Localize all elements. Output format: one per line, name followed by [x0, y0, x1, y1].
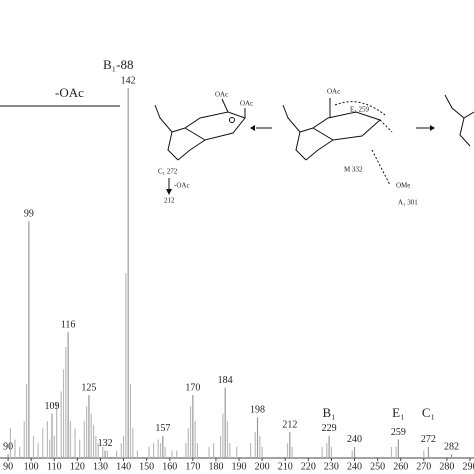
x-tick-label: 160	[162, 461, 177, 472]
scheme-label: OMe	[396, 182, 410, 190]
fragment-label: C₁	[422, 405, 435, 420]
ring-bond	[167, 131, 179, 161]
peak-label: 198	[250, 405, 265, 416]
ring-bond	[444, 94, 474, 119]
fragment-label: E₁	[392, 405, 404, 420]
arrow-head	[250, 125, 255, 131]
scheme-label: -OAc	[174, 182, 190, 190]
fragment-label: -OAc	[55, 85, 84, 100]
peak-label: 184	[218, 375, 233, 386]
x-tick-label: 210	[278, 461, 293, 472]
peak-label: 272	[421, 434, 436, 445]
x-tick-label: 280	[439, 461, 454, 472]
scheme: OAc OAc C₁ 272 -OAc 212 OAc E₁ 259 M 332…	[0, 88, 474, 207]
peak-label: 132	[98, 438, 113, 449]
ring-bond	[305, 139, 334, 161]
scheme-label: M 332	[344, 166, 363, 174]
radical	[229, 117, 235, 123]
x-tick-label: 190	[232, 461, 247, 472]
peak-label: 282	[444, 442, 459, 453]
x-tick-label: 90	[3, 461, 13, 472]
x-tick-label: 260	[393, 461, 408, 472]
peak-label: 259	[391, 427, 406, 438]
x-tick-label: 200	[255, 461, 270, 472]
peak-label: 157	[155, 423, 170, 434]
scheme-label: OAc	[215, 91, 228, 99]
scheme-label: OAc	[327, 88, 340, 96]
scheme-label: 212	[164, 197, 175, 205]
ring-bond	[312, 111, 381, 141]
ring-bond	[154, 104, 186, 133]
x-tick-label: 250	[370, 461, 385, 472]
x-tick-label: 240	[347, 461, 362, 472]
peak-label: 99	[24, 208, 34, 219]
ring-bond	[282, 104, 314, 133]
bond	[221, 98, 229, 113]
peak-label: 142	[121, 75, 136, 86]
x-tick-label: 120	[70, 461, 85, 472]
peak-label: 240	[347, 434, 362, 445]
fragment-label: B₁-88	[103, 57, 134, 72]
x-tick-label: 290	[463, 461, 474, 472]
x-tick-label: 100	[24, 461, 39, 472]
ring-bond	[177, 139, 206, 161]
peak-label: 212	[282, 419, 297, 430]
x-tick-label: 110	[47, 461, 62, 472]
peak-label: 229	[322, 423, 337, 434]
ring-bond	[295, 131, 307, 161]
arrow-head	[166, 189, 172, 195]
x-tick-label: 230	[324, 461, 339, 472]
scheme-label: A₁ 301	[398, 199, 418, 207]
ring-bond	[184, 111, 246, 141]
cleavage	[371, 149, 391, 186]
scheme-label: C₁ 272	[158, 168, 178, 176]
peak-label: 109	[44, 401, 59, 412]
x-tick-label: 150	[139, 461, 154, 472]
scheme-label: E₁ 259	[350, 106, 369, 114]
x-tick-label: 140	[116, 461, 131, 472]
peak-label: 116	[61, 319, 76, 330]
x-tick-label: 220	[301, 461, 316, 472]
ring-bond	[459, 117, 471, 147]
peak-label: 90	[3, 442, 13, 453]
arrow-head	[430, 125, 435, 131]
x-tick-label: 270	[416, 461, 431, 472]
x-tick-label: 180	[208, 461, 223, 472]
cleavage	[334, 101, 386, 116]
x-tick-label: 170	[185, 461, 200, 472]
peak-label: 125	[81, 382, 96, 393]
bond	[379, 119, 393, 133]
fragment-label: B₁	[323, 405, 336, 420]
scheme-label: OAc	[240, 100, 253, 108]
peak-label: 170	[185, 382, 200, 393]
x-tick-label: 130	[93, 461, 108, 472]
